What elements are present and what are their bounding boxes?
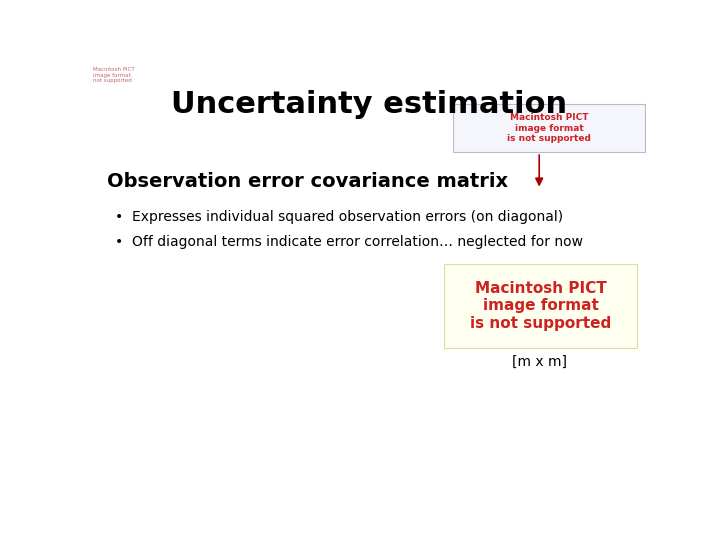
Text: [m x m]: [m x m] xyxy=(512,355,567,369)
Text: Uncertainty estimation: Uncertainty estimation xyxy=(171,90,567,119)
Text: Macintosh PICT
image format
is not supported: Macintosh PICT image format is not suppo… xyxy=(470,281,611,331)
Text: Observation error covariance matrix: Observation error covariance matrix xyxy=(107,172,508,191)
Text: Macintosh PICT
image format
not supported: Macintosh PICT image format not supporte… xyxy=(93,67,135,84)
Text: •: • xyxy=(115,234,123,248)
FancyBboxPatch shape xyxy=(453,104,645,152)
Text: •: • xyxy=(115,210,123,224)
FancyBboxPatch shape xyxy=(444,265,637,348)
Text: Off diagonal terms indicate error correlation… neglected for now: Off diagonal terms indicate error correl… xyxy=(132,234,583,248)
Text: Expresses individual squared observation errors (on diagonal): Expresses individual squared observation… xyxy=(132,210,563,224)
Text: Macintosh PICT
image format
is not supported: Macintosh PICT image format is not suppo… xyxy=(507,113,591,143)
